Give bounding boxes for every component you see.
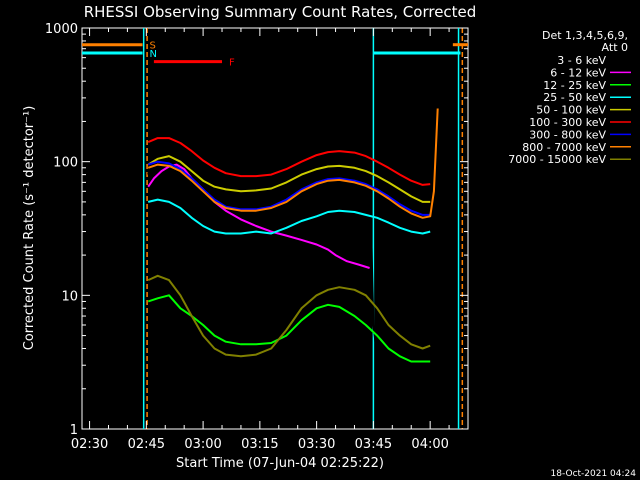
legend-label-5: 100 - 300 keV bbox=[529, 116, 606, 129]
series-group bbox=[147, 108, 439, 396]
x-tick-label-2: 03:00 bbox=[184, 437, 221, 452]
series-line-0 bbox=[147, 152, 394, 396]
legend-label-0: 3 - 6 keV bbox=[557, 54, 606, 67]
series-line-5 bbox=[147, 137, 431, 186]
y-tick-label-1: 10 bbox=[61, 289, 78, 304]
plot-frame bbox=[81, 27, 469, 430]
attenuator-lines bbox=[142, 28, 464, 429]
y-axis: 1 10 100 1000 bbox=[45, 22, 468, 438]
x-tick-label-4: 03:30 bbox=[298, 437, 335, 452]
series-line-3 bbox=[147, 198, 431, 235]
timestamp: 18-Oct-2021 04:24 bbox=[551, 469, 637, 479]
y-tick-label-2: 100 bbox=[53, 156, 78, 171]
flag-n-label: N bbox=[150, 49, 157, 60]
legend-label-7: 800 - 7000 keV bbox=[522, 141, 606, 154]
series-line-6 bbox=[147, 160, 431, 216]
x-tick-label-3: 03:15 bbox=[241, 437, 278, 452]
x-tick-label-1: 02:45 bbox=[128, 437, 165, 452]
x-axis: 02:30 02:45 03:00 03:15 03:30 03:45 04:00 bbox=[71, 28, 469, 452]
flag-f-label: F bbox=[229, 58, 235, 69]
series-line-7 bbox=[147, 108, 439, 219]
y-axis-label: Corrected Count Rate (s⁻¹ detector⁻¹) bbox=[22, 106, 37, 351]
y-tick-label-3: 1000 bbox=[45, 22, 78, 37]
flag-bars: SN F bbox=[82, 41, 468, 69]
legend-label-2: 12 - 25 keV bbox=[543, 79, 606, 92]
x-axis-label: Start Time (07-Jun-04 02:25:22) bbox=[176, 456, 384, 471]
chart-title: RHESSI Observing Summary Count Rates, Co… bbox=[84, 3, 477, 21]
series-line-4 bbox=[147, 155, 431, 203]
legend-label-4: 50 - 100 keV bbox=[536, 104, 606, 117]
legend-label-8: 7000 - 15000 keV bbox=[508, 153, 606, 166]
x-tick-label-5: 03:45 bbox=[355, 437, 392, 452]
series-line-8 bbox=[147, 274, 431, 358]
legend-label-6: 300 - 800 keV bbox=[529, 128, 606, 141]
legend-header-0: Det 1,3,4,5,6,9, bbox=[542, 29, 628, 42]
series-line-1 bbox=[147, 163, 370, 269]
legend-header-1: Att 0 bbox=[602, 41, 628, 54]
flag-s-label: S bbox=[150, 41, 156, 52]
legend-label-3: 25 - 50 keV bbox=[543, 91, 606, 104]
legend-label-1: 6 - 12 keV bbox=[550, 66, 606, 79]
x-tick-label-6: 04:00 bbox=[411, 437, 448, 452]
y-tick-label-0: 1 bbox=[70, 423, 78, 438]
series-line-2 bbox=[147, 294, 431, 363]
x-tick-label-0: 02:30 bbox=[71, 437, 108, 452]
